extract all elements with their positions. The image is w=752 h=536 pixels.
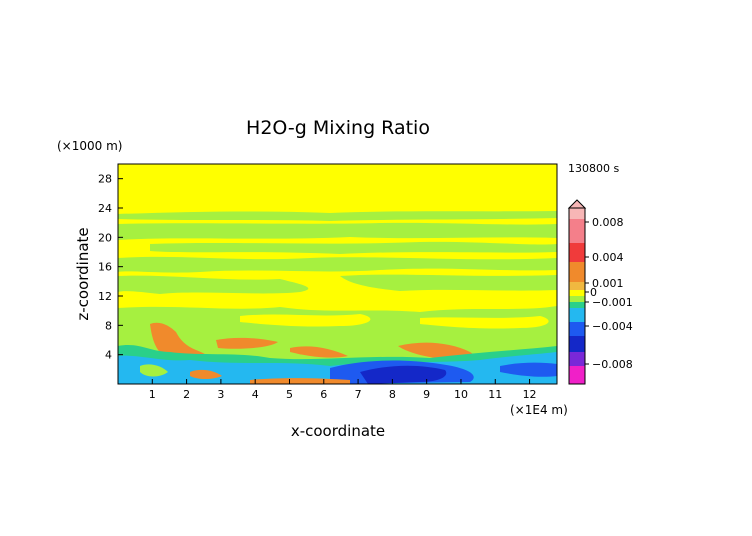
field-contour xyxy=(118,211,557,221)
colorbar-band xyxy=(569,290,585,296)
y-tick-label: 20 xyxy=(98,231,112,244)
colorbar-label: 0.001 xyxy=(592,277,624,290)
x-tick-label: 6 xyxy=(320,388,327,401)
x-tick-label: 11 xyxy=(488,388,502,401)
chart-title: H2O-g Mixing Ratio xyxy=(246,117,430,139)
x-tick-label: 9 xyxy=(423,388,430,401)
x-tick-label: 7 xyxy=(355,388,362,401)
field-features xyxy=(118,211,557,384)
time-label: 130800 s xyxy=(568,162,619,175)
x-tick-label: 8 xyxy=(389,388,396,401)
field-contour xyxy=(118,222,557,240)
plot-area xyxy=(118,164,557,384)
colorbar-band xyxy=(569,352,585,366)
colorbar-label: 0.004 xyxy=(592,251,624,264)
colorbar-band xyxy=(569,302,585,308)
field-contour xyxy=(500,362,557,377)
field-contour xyxy=(216,337,278,349)
colorbar-band xyxy=(569,262,585,282)
x-units-label: (×1E4 m) xyxy=(510,403,568,417)
colorbar-band xyxy=(569,219,585,243)
field-contour xyxy=(290,346,348,358)
colorbar-frame xyxy=(568,207,586,385)
x-tick-label: 4 xyxy=(252,388,259,401)
field-contour xyxy=(118,275,309,294)
y-tick-label: 16 xyxy=(98,261,112,274)
field-contour xyxy=(240,314,371,327)
colorbar-label: −0.001 xyxy=(592,296,633,309)
colorbar-band xyxy=(569,296,585,302)
colorbar-band xyxy=(569,282,585,290)
field-contour xyxy=(118,256,557,273)
plot-frame xyxy=(117,163,558,385)
colorbar-label: −0.004 xyxy=(592,320,633,333)
colorbar-extend-arrow xyxy=(567,199,587,209)
colorbar-band xyxy=(569,208,585,219)
colorbar-label: 0 xyxy=(590,286,597,299)
x-tick-label: 5 xyxy=(286,388,293,401)
y-tick-label: 28 xyxy=(98,173,112,186)
y-tick-label: 4 xyxy=(105,349,112,362)
field-contour xyxy=(150,241,557,254)
colorbar-label: −0.008 xyxy=(592,358,633,371)
field-contour xyxy=(360,365,447,384)
colorbar-band xyxy=(569,336,585,352)
x-tick-label: 12 xyxy=(523,388,537,401)
colorbar-label: 0.008 xyxy=(592,216,624,229)
colorbar-band xyxy=(569,243,585,262)
field-contour xyxy=(190,369,222,379)
x-axis: 1 2 3 4 5 6 7 8 9 10 11 12 xyxy=(149,379,537,401)
colorbar-band xyxy=(569,322,585,336)
x-tick-label: 3 xyxy=(217,388,224,401)
field-contour xyxy=(420,316,549,329)
y-tick-label: 12 xyxy=(98,290,112,303)
y-axis: 4 8 12 16 20 24 28 xyxy=(98,173,123,362)
colorbar-band xyxy=(569,366,585,384)
field-contour xyxy=(340,274,557,291)
x-tick-label: 10 xyxy=(454,388,468,401)
colorbar-band xyxy=(569,308,585,322)
x-tick-label: 2 xyxy=(183,388,190,401)
y-units-label: (×1000 m) xyxy=(57,139,122,153)
field-contour xyxy=(140,364,168,377)
x-axis-label: x-coordinate xyxy=(291,422,385,440)
y-tick-label: 24 xyxy=(98,202,112,215)
field-contour xyxy=(250,378,350,384)
y-tick-label: 8 xyxy=(105,319,112,332)
y-axis-label: z-coordinate xyxy=(74,227,92,320)
x-tick-label: 1 xyxy=(149,388,156,401)
